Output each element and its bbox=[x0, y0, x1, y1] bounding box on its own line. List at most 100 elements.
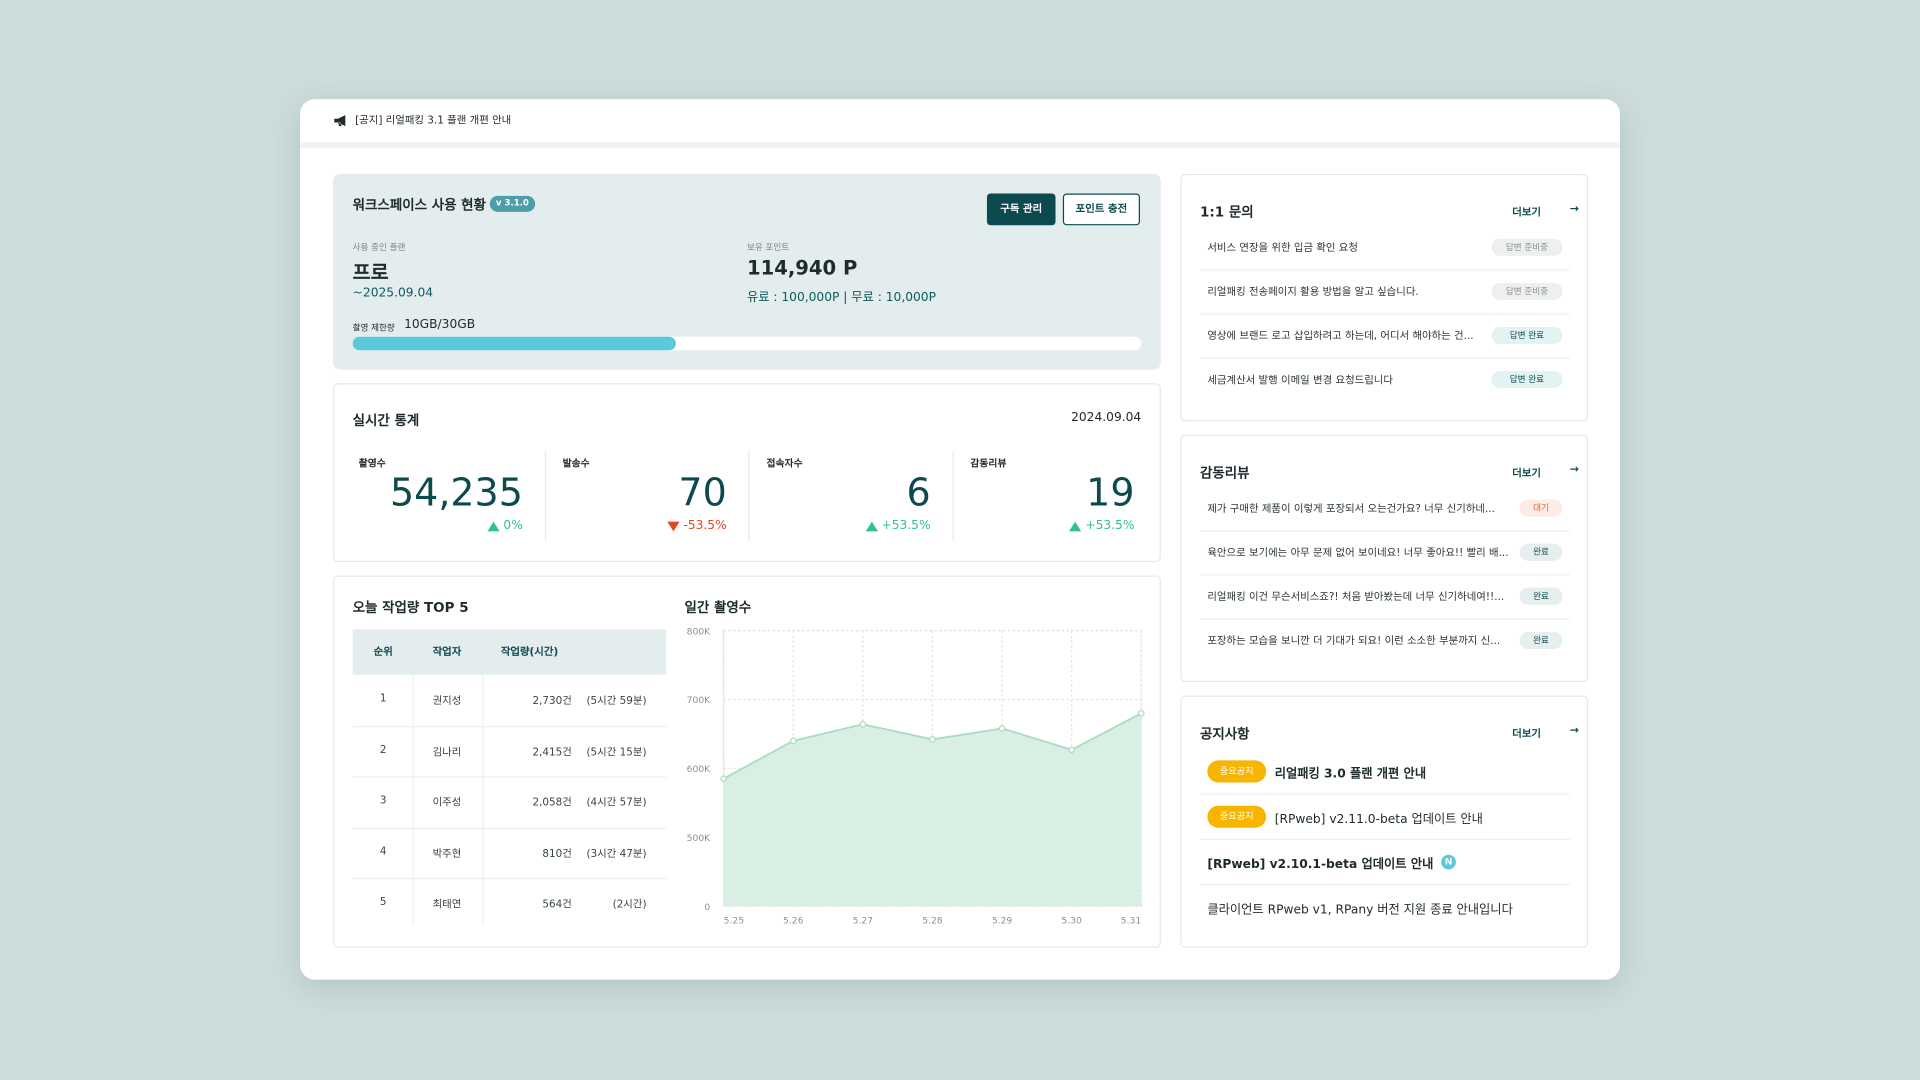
more-link[interactable]: 더보기 bbox=[1512, 728, 1541, 741]
y-tick-label: 800K bbox=[687, 626, 712, 637]
item-text[interactable]: 육안으로 보기에는 아무 문제 없어 보이네요! 너무 좋아요!! 빨리 배..… bbox=[1207, 547, 1509, 560]
worker: 김나리 bbox=[432, 746, 462, 759]
realtime-panel: 실시간 통계 2024.09.04 촬영수 54,235 0% 발송수 70 -53.5% 접속… bbox=[333, 383, 1161, 563]
more-arrow: → bbox=[1569, 203, 1580, 216]
item-text[interactable]: 포장하는 모습을 보니깐 더 기대가 되요! 이런 소소한 부분까지 신... bbox=[1207, 635, 1501, 648]
important-tag: 중요공지 bbox=[1207, 760, 1267, 783]
item-divider bbox=[1200, 313, 1570, 315]
status-pill: 완료 bbox=[1519, 543, 1563, 561]
status-pill: 답변 완료 bbox=[1491, 326, 1563, 345]
item-divider bbox=[1200, 793, 1570, 795]
item-divider bbox=[1200, 357, 1570, 359]
stat-divider bbox=[544, 450, 546, 542]
more-arrow: → bbox=[1569, 724, 1580, 738]
count: 2,730건 bbox=[532, 695, 572, 708]
plan-expiry: ~2025.09.04 bbox=[352, 286, 434, 300]
count: 810건 bbox=[542, 847, 572, 861]
item-divider bbox=[1200, 574, 1570, 576]
inquiry-panel-title: 1:1 문의 bbox=[1200, 204, 1254, 221]
version-badge: v 3.1.0 bbox=[489, 195, 536, 212]
point bbox=[1137, 709, 1145, 717]
notice-text[interactable]: [RPweb] v2.11.0-beta 업데이트 안내 bbox=[1274, 813, 1483, 827]
new-badge: N bbox=[1441, 854, 1456, 870]
rank: 2 bbox=[379, 743, 387, 757]
worker: 권지성 bbox=[432, 695, 462, 708]
duration: (5시간 59분) bbox=[586, 695, 647, 708]
item-text[interactable]: 리얼패킹 전송페이지 활용 방법을 알고 싶습니다. bbox=[1207, 286, 1419, 299]
rank: 5 bbox=[379, 896, 387, 909]
duration: (3시간 47분) bbox=[586, 847, 647, 861]
y-tick-label: 0 bbox=[704, 902, 710, 913]
review-panel-title: 감동리뷰 bbox=[1200, 465, 1250, 482]
area bbox=[723, 713, 1142, 907]
item-text[interactable]: 영상에 브랜드 로고 삽입하려고 하는데, 어디서 해야하는 건... bbox=[1207, 330, 1474, 343]
important-tag: 중요공지 bbox=[1207, 805, 1267, 828]
x-tick-label: 5.25 bbox=[724, 915, 745, 926]
y-tick-label: 700K bbox=[687, 695, 712, 706]
arrow-up bbox=[1069, 521, 1082, 531]
stat-value: 6 bbox=[906, 471, 931, 516]
y-tick-label: 600K bbox=[687, 764, 712, 775]
y-tick-label: 500K bbox=[687, 833, 712, 844]
item-text[interactable]: 서비스 연장을 위한 입금 확인 요청 bbox=[1207, 242, 1358, 255]
megaphone-icon bbox=[334, 115, 346, 127]
duration: (2시간) bbox=[612, 898, 647, 912]
stat-change: 0% bbox=[503, 519, 523, 533]
stat-change-row: -53.5% bbox=[544, 519, 727, 533]
table-header-cell: 순위 bbox=[373, 646, 393, 659]
item-text[interactable]: 제가 구매한 제품이 이렇게 포장되서 오는건가요? 너무 신기하네... bbox=[1207, 503, 1495, 516]
stat-value: 54,235 bbox=[390, 471, 523, 516]
stat-divider bbox=[748, 450, 750, 542]
rank: 4 bbox=[379, 845, 387, 858]
item-text[interactable]: 세금계산서 발행 이메일 변경 요청드립니다 bbox=[1207, 374, 1393, 387]
notice-bar-text[interactable]: [공지] 리얼패킹 3.1 플랜 개편 안내 bbox=[355, 115, 512, 128]
stat-change-row: +53.5% bbox=[952, 519, 1135, 533]
duration: (4시간 57분) bbox=[586, 797, 647, 810]
table-header-cell: 작업자 bbox=[432, 646, 462, 659]
stat-label: 접속자수 bbox=[766, 457, 803, 469]
points-detail: 유료 : 100,000P | 무료 : 10,000P bbox=[746, 291, 936, 305]
more-link[interactable]: 더보기 bbox=[1512, 206, 1541, 220]
status-pill: 대기 bbox=[1519, 499, 1563, 517]
item-divider bbox=[1200, 884, 1570, 886]
table-header bbox=[352, 629, 667, 675]
points-value: 114,940 P bbox=[746, 255, 858, 280]
charge-button[interactable]: 포인트 충전 bbox=[1062, 193, 1140, 226]
subscribe-button[interactable]: 구독 관리 bbox=[986, 193, 1056, 226]
row-divider bbox=[352, 725, 667, 727]
x-tick-label: 5.26 bbox=[783, 915, 804, 926]
arrow-down bbox=[667, 521, 680, 531]
notice-text[interactable]: 클라이언트 RPweb v1, RPany 버전 지원 종료 안내입니다 bbox=[1207, 903, 1513, 918]
status-pill: 완료 bbox=[1519, 587, 1563, 605]
point bbox=[789, 737, 797, 745]
realtime-date: 2024.09.04 bbox=[1071, 411, 1142, 425]
point bbox=[929, 736, 936, 743]
workspace-panel: 워크스페이스 사용 현황 v 3.1.0 구독 관리 포인트 충전 사용 중인 플랜 프로… bbox=[333, 173, 1161, 370]
x-tick-label: 5.30 bbox=[1061, 915, 1082, 926]
point bbox=[998, 725, 1006, 732]
notice-panel: 공지사항 더보기 → 중요공지 리얼패킹 3.0 플랜 개편 안내 중요공지 [RPweb]… bbox=[1180, 695, 1589, 948]
notice-text[interactable]: [RPweb] v2.10.1-beta 업데이트 안내 bbox=[1207, 858, 1434, 872]
column-divider bbox=[412, 674, 414, 926]
status-pill: 답변 준비중 bbox=[1491, 282, 1563, 300]
x-tick-label: 5.31 bbox=[1121, 915, 1141, 926]
stat-change: +53.5% bbox=[1085, 519, 1135, 533]
plan-name: 프로 bbox=[352, 260, 389, 285]
arrow-up bbox=[487, 521, 500, 531]
top5-title: 오늘 작업량 TOP 5 bbox=[352, 600, 469, 616]
notice-text[interactable]: 리얼패킹 3.0 플랜 개편 안내 bbox=[1274, 767, 1427, 782]
item-divider bbox=[1200, 838, 1570, 840]
count: 2,415건 bbox=[532, 746, 572, 759]
plan-label: 사용 중인 플랜 bbox=[352, 242, 406, 253]
column-divider bbox=[482, 674, 484, 926]
more-link[interactable]: 더보기 bbox=[1512, 467, 1541, 480]
notice-panel-title: 공지사항 bbox=[1200, 726, 1250, 743]
stat-value: 70 bbox=[678, 471, 727, 516]
stat-divider bbox=[952, 450, 954, 542]
storage-track bbox=[352, 336, 1142, 351]
item-divider bbox=[1200, 530, 1570, 532]
item-text[interactable]: 리얼패킹 이건 무슨서비스죠?! 처음 받아봤는데 너무 신기하네여!!... bbox=[1207, 591, 1505, 604]
point bbox=[1068, 746, 1075, 754]
stat-change-row: 0% bbox=[340, 519, 523, 533]
